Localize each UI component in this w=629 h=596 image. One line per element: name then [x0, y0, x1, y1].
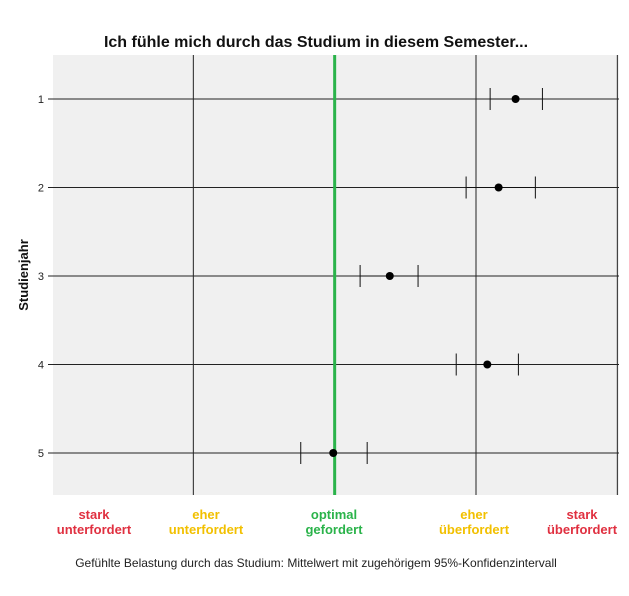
x-category-label-line2: überfordert — [439, 522, 510, 537]
y-axis-label: Studienjahr — [16, 239, 31, 311]
y-tick-labels: 1 2 3 4 5 — [38, 94, 53, 460]
x-category-label-line1: eher — [460, 507, 487, 522]
y-tick-label: 4 — [38, 360, 44, 372]
x-category-label-line1: optimal — [311, 507, 357, 522]
x-category-label-line1: stark — [566, 507, 598, 522]
mean-point — [483, 360, 492, 369]
x-category-labels: starkunterforderteherunterfordertoptimal… — [57, 507, 618, 537]
chart-title: Ich fühle mich durch das Studium in dies… — [104, 34, 528, 51]
x-category-label-line2: unterfordert — [57, 522, 132, 537]
mean-points — [329, 95, 520, 457]
y-tick-label: 2 — [38, 183, 44, 195]
mean-point — [511, 95, 520, 103]
x-category-label-line2: überfordert — [547, 522, 618, 537]
y-tick-label: 5 — [38, 448, 44, 460]
y-tick-label: 3 — [38, 271, 44, 283]
x-category-label-line1: stark — [78, 507, 110, 522]
x-category-label-line2: unterfordert — [169, 522, 244, 537]
mean-point — [494, 183, 503, 192]
x-category-label-line1: eher — [192, 507, 219, 522]
x-category-label-line2: gefordert — [305, 522, 363, 537]
y-tick-label: 1 — [38, 94, 44, 106]
mean-point — [385, 272, 394, 280]
x-axis-caption: Gefühlte Belastung durch das Studium: Mi… — [75, 556, 557, 570]
mean-point — [329, 449, 338, 457]
